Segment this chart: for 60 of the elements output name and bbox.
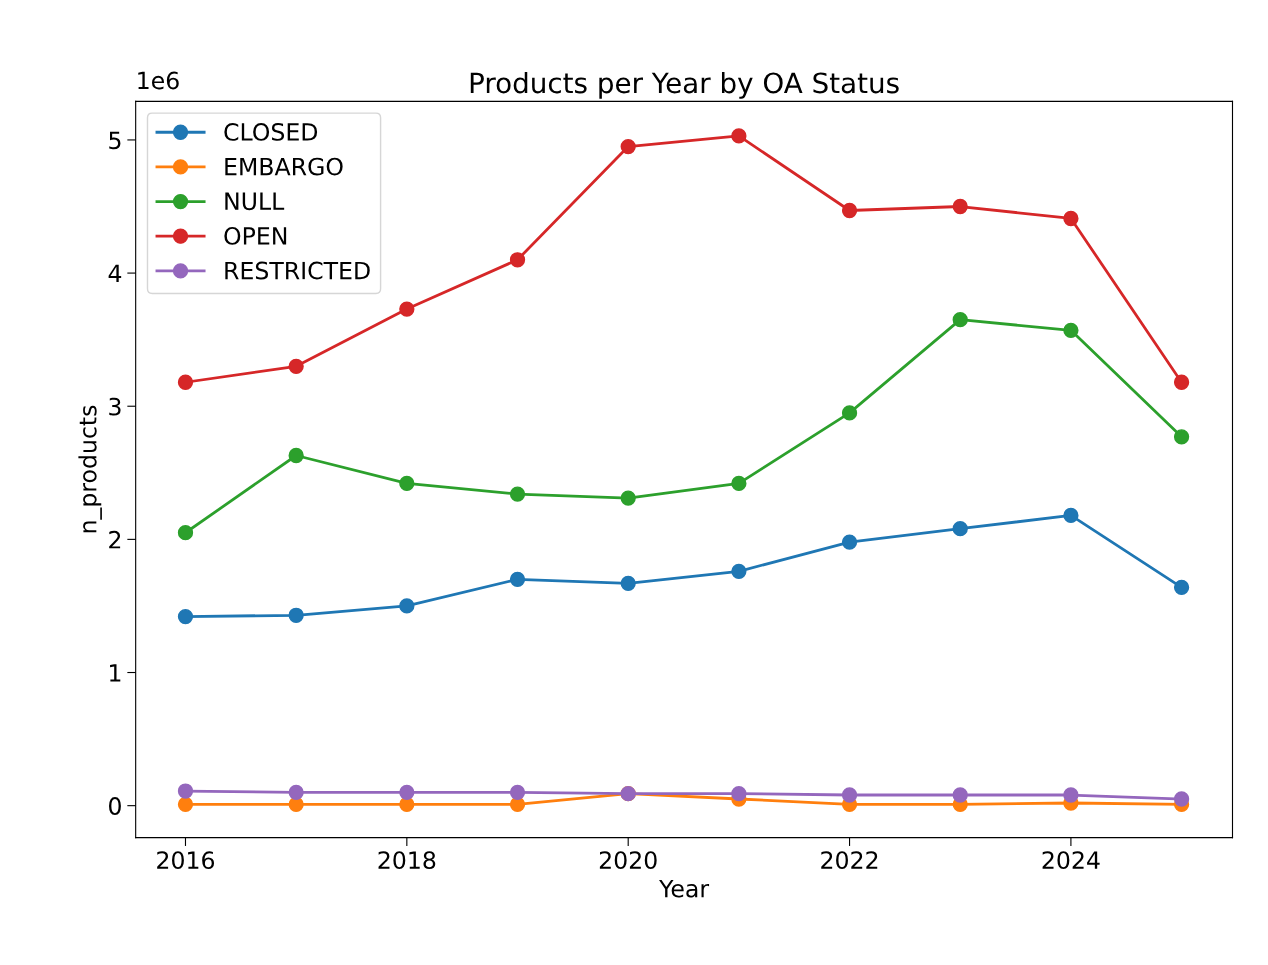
point [288,607,304,623]
point [620,575,636,591]
point [1173,579,1190,595]
point [288,447,304,464]
point [841,534,858,550]
point [288,784,304,800]
y-tick-label: 5 [109,131,121,150]
chart-title: Products per Year by OA Status [470,71,899,99]
point [177,796,194,812]
point [177,374,194,390]
point [399,784,415,800]
x-tick-label: 2024 [1042,851,1100,870]
y-tick-label: 3 [109,397,121,416]
legend-label: CLOSED [224,122,318,141]
point [620,138,636,155]
point [288,358,304,374]
point [841,405,858,421]
text: 1e6 [138,71,179,90]
point [1063,210,1079,227]
x-axis-title: Year [659,879,710,898]
point [177,608,194,625]
point [399,598,415,614]
point [952,521,968,537]
point [841,202,858,219]
y-tick-label: 1 [110,664,121,682]
point [731,475,747,492]
y-axis-title: n_products [78,405,102,533]
point [1063,322,1079,338]
point [731,786,747,802]
point [731,128,747,144]
point [177,783,194,799]
point [952,198,968,215]
x-tick-label: 2020 [599,851,657,870]
point [509,252,526,268]
point [952,787,968,803]
point [399,301,415,317]
legend-label: RESTRICTED [225,261,370,280]
x-tick-label: 2016 [157,851,215,870]
point [1173,429,1190,445]
point [509,571,526,587]
point [509,486,526,502]
point [1063,787,1079,803]
point [1063,507,1079,524]
point [1173,791,1190,807]
point [399,475,415,492]
point [1173,374,1190,390]
legend-label: OPEN [224,226,287,245]
point [620,490,636,506]
x-tick-label: 2022 [821,851,878,870]
point [952,312,968,328]
y-tick-label: 0 [109,797,121,815]
point [841,787,858,803]
legend-label: EMBARGO [225,157,343,176]
point [177,525,194,541]
point [509,784,526,800]
y-tick-label: 2 [109,530,121,549]
x-tick-label: 2018 [378,851,436,870]
point [731,563,747,579]
legend-label: NULL [225,192,285,211]
y-tick-label: 4 [108,264,122,283]
